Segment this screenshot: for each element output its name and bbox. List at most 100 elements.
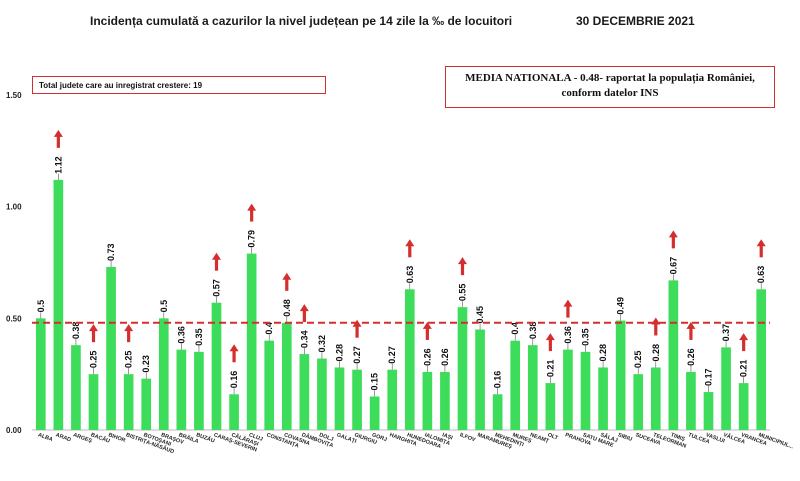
bar-20 bbox=[387, 369, 398, 430]
bar-31 bbox=[580, 351, 591, 430]
bar-14 bbox=[281, 322, 292, 430]
bar-38 bbox=[703, 392, 714, 430]
value-label: 0.21 bbox=[739, 360, 749, 378]
value-label: 0.21 bbox=[545, 360, 555, 378]
value-label: 0.28 bbox=[651, 344, 661, 362]
bar-36 bbox=[668, 280, 679, 430]
bar-22 bbox=[422, 371, 433, 430]
bar-28 bbox=[527, 345, 538, 430]
value-label: 0.49 bbox=[616, 297, 626, 315]
increase-count-box: Total judete care au inregistrat crester… bbox=[32, 76, 326, 94]
category-label: SIBIU bbox=[617, 432, 633, 443]
bar-19 bbox=[369, 396, 380, 430]
bar-18 bbox=[352, 369, 362, 430]
value-label: 0.23 bbox=[141, 355, 151, 373]
value-label: 0.34 bbox=[299, 331, 309, 349]
y-tick-label: 0.50 bbox=[6, 314, 22, 323]
category-label: ALBA bbox=[37, 432, 53, 443]
value-label: 0.16 bbox=[229, 371, 239, 389]
value-label: 0.25 bbox=[89, 351, 99, 369]
increase-arrow-icon bbox=[686, 321, 696, 340]
value-label: 0.63 bbox=[756, 266, 766, 284]
bar-30 bbox=[563, 349, 573, 430]
bar-39 bbox=[721, 347, 731, 430]
increase-arrow-icon bbox=[739, 333, 749, 352]
value-label: 0.36 bbox=[563, 326, 573, 344]
value-label: 0.27 bbox=[387, 346, 397, 364]
bar-37 bbox=[686, 371, 696, 430]
national-average-line2: conform datelor INS bbox=[561, 87, 659, 99]
report-date: 30 DECEMBRIE 2021 bbox=[576, 14, 695, 28]
bar-35 bbox=[650, 367, 661, 430]
bar-34 bbox=[633, 374, 644, 430]
bar-11 bbox=[229, 394, 239, 430]
category-label: GORJ bbox=[371, 432, 388, 443]
bar-26 bbox=[492, 394, 503, 430]
value-label: 0.45 bbox=[475, 306, 485, 324]
value-label: 0.26 bbox=[686, 348, 696, 366]
value-label: 1.12 bbox=[53, 156, 63, 174]
bar-24 bbox=[457, 307, 468, 430]
increase-arrow-icon bbox=[422, 321, 432, 340]
increase-arrow-icon bbox=[563, 299, 573, 318]
bar-25 bbox=[475, 329, 485, 430]
value-label: 0.5 bbox=[36, 300, 46, 313]
y-tick-label: 1.50 bbox=[6, 91, 22, 100]
increase-arrow-icon bbox=[756, 239, 766, 258]
bar-41 bbox=[756, 289, 767, 430]
bar-5 bbox=[123, 374, 134, 430]
increase-arrow-icon bbox=[405, 239, 415, 258]
bar-29 bbox=[545, 383, 556, 430]
increase-arrow-icon bbox=[229, 344, 239, 363]
category-label: TIMIȘ bbox=[670, 432, 686, 443]
value-label: 0.17 bbox=[704, 369, 714, 387]
bar-7 bbox=[158, 318, 169, 430]
value-label: 0.25 bbox=[124, 351, 134, 369]
bar-23 bbox=[440, 371, 450, 430]
bar-16 bbox=[317, 358, 327, 430]
bar-4 bbox=[106, 266, 116, 430]
y-tick-label: 0.00 bbox=[6, 426, 22, 435]
value-label: 0.79 bbox=[247, 230, 257, 248]
value-label: 0.16 bbox=[493, 371, 503, 389]
category-label: BUZĂU bbox=[195, 431, 216, 444]
increase-arrow-icon bbox=[668, 230, 678, 249]
category-label: NEAMȚ bbox=[529, 432, 550, 445]
bar-8 bbox=[176, 349, 187, 430]
bar-1 bbox=[53, 179, 64, 430]
bar-6 bbox=[141, 378, 152, 430]
value-label: 0.55 bbox=[458, 284, 468, 302]
increase-arrow-icon bbox=[89, 324, 98, 343]
value-label: 0.63 bbox=[405, 266, 415, 284]
bar-13 bbox=[264, 340, 275, 430]
increase-arrow-icon bbox=[651, 317, 661, 336]
value-label: 0.35 bbox=[581, 328, 591, 346]
bar-15 bbox=[299, 354, 310, 430]
increase-arrow-icon bbox=[545, 333, 555, 352]
increase-arrow-icon bbox=[212, 252, 221, 271]
bar-2 bbox=[71, 345, 81, 430]
bar-27 bbox=[510, 340, 521, 430]
value-label: 0.15 bbox=[370, 373, 380, 391]
bar-40 bbox=[738, 383, 749, 430]
category-label: OLT bbox=[547, 432, 560, 441]
value-label: 0.38 bbox=[71, 322, 81, 340]
bar-32 bbox=[598, 367, 608, 430]
value-label: 0.4 bbox=[264, 322, 274, 335]
category-label: ILFOV bbox=[459, 432, 477, 443]
bar-0 bbox=[35, 318, 46, 430]
value-label: 0.38 bbox=[528, 322, 538, 340]
category-label: CLUJ bbox=[248, 432, 264, 443]
chart-title: Incidența cumulată a cazurilor la nivel … bbox=[90, 14, 513, 28]
category-label: DOLJ bbox=[318, 432, 334, 443]
category-label: BIHOR bbox=[107, 432, 126, 444]
y-tick-label: 1.00 bbox=[6, 203, 22, 212]
value-label: 0.67 bbox=[668, 257, 678, 275]
increase-arrow-icon bbox=[458, 257, 467, 276]
bar-17 bbox=[334, 367, 345, 430]
national-average-box: MEDIA NATIONALA - 0.48- raportat la popu… bbox=[445, 66, 775, 108]
value-label: 0.32 bbox=[317, 335, 327, 353]
value-label: 0.35 bbox=[194, 328, 204, 346]
increase-arrow-icon bbox=[247, 203, 257, 222]
